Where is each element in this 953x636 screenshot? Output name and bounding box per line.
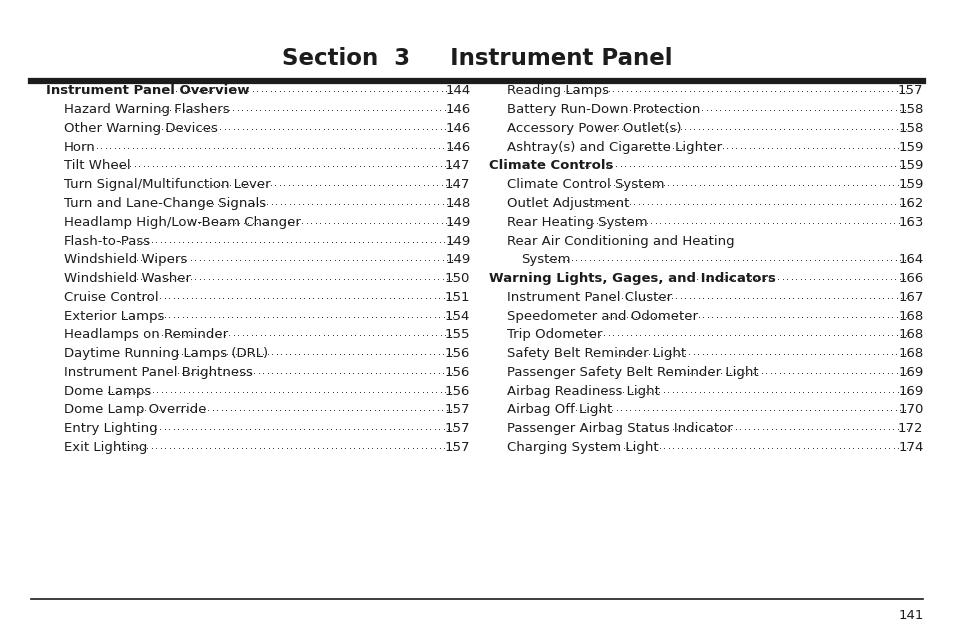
Text: 154: 154	[444, 310, 470, 322]
Text: 174: 174	[897, 441, 923, 454]
Text: Reading Lamps: Reading Lamps	[507, 85, 609, 97]
Text: Accessory Power Outlet(s): Accessory Power Outlet(s)	[507, 122, 681, 135]
Text: 159: 159	[897, 160, 923, 172]
Text: 146: 146	[445, 122, 470, 135]
Text: 147: 147	[444, 178, 470, 191]
Text: Safety Belt Reminder Light: Safety Belt Reminder Light	[507, 347, 686, 360]
Text: 157: 157	[444, 441, 470, 454]
Text: Outlet Adjustment: Outlet Adjustment	[507, 197, 629, 210]
Text: 168: 168	[898, 347, 923, 360]
Text: Climate Controls: Climate Controls	[489, 160, 613, 172]
Text: Dome Lamp Override: Dome Lamp Override	[64, 403, 206, 417]
Text: Battery Run-Down Protection: Battery Run-Down Protection	[507, 103, 700, 116]
Text: 149: 149	[445, 235, 470, 247]
Text: 172: 172	[897, 422, 923, 435]
Text: 170: 170	[897, 403, 923, 417]
Text: 167: 167	[897, 291, 923, 304]
Text: 148: 148	[445, 197, 470, 210]
Text: 146: 146	[445, 103, 470, 116]
Text: Cruise Control: Cruise Control	[64, 291, 158, 304]
Text: 169: 169	[898, 366, 923, 379]
Text: Daytime Running Lamps (DRL): Daytime Running Lamps (DRL)	[64, 347, 268, 360]
Text: Airbag Readiness Light: Airbag Readiness Light	[507, 385, 659, 398]
Text: 156: 156	[444, 385, 470, 398]
Text: 147: 147	[444, 160, 470, 172]
Text: 166: 166	[898, 272, 923, 285]
Text: Dome Lamps: Dome Lamps	[64, 385, 151, 398]
Text: 159: 159	[897, 141, 923, 154]
Text: 162: 162	[897, 197, 923, 210]
Text: Horn: Horn	[64, 141, 95, 154]
Text: Hazard Warning Flashers: Hazard Warning Flashers	[64, 103, 229, 116]
Text: 158: 158	[897, 122, 923, 135]
Text: Climate Control System: Climate Control System	[507, 178, 664, 191]
Text: Flash-to-Pass: Flash-to-Pass	[64, 235, 151, 247]
Text: 151: 151	[444, 291, 470, 304]
Text: 157: 157	[444, 403, 470, 417]
Text: Turn Signal/Multifunction Lever: Turn Signal/Multifunction Lever	[64, 178, 270, 191]
Text: Instrument Panel Brightness: Instrument Panel Brightness	[64, 366, 253, 379]
Text: Section  3     Instrument Panel: Section 3 Instrument Panel	[281, 47, 672, 70]
Text: Instrument Panel Cluster: Instrument Panel Cluster	[507, 291, 672, 304]
Text: Airbag Off Light: Airbag Off Light	[507, 403, 612, 417]
Text: Turn and Lane-Change Signals: Turn and Lane-Change Signals	[64, 197, 266, 210]
Text: Entry Lighting: Entry Lighting	[64, 422, 157, 435]
Text: 164: 164	[898, 253, 923, 266]
Text: 149: 149	[445, 253, 470, 266]
Text: Rear Heating System: Rear Heating System	[507, 216, 647, 229]
Text: Windshield Washer: Windshield Washer	[64, 272, 191, 285]
Text: 159: 159	[897, 178, 923, 191]
Text: Tilt Wheel: Tilt Wheel	[64, 160, 131, 172]
Text: Exit Lighting: Exit Lighting	[64, 441, 147, 454]
Text: 157: 157	[444, 422, 470, 435]
Text: Headlamp High/Low-Beam Changer: Headlamp High/Low-Beam Changer	[64, 216, 300, 229]
Text: 156: 156	[444, 347, 470, 360]
Text: 150: 150	[444, 272, 470, 285]
Text: System: System	[521, 253, 570, 266]
Text: 169: 169	[898, 385, 923, 398]
Text: Trip Odometer: Trip Odometer	[507, 328, 602, 342]
Text: Rear Air Conditioning and Heating: Rear Air Conditioning and Heating	[507, 235, 734, 247]
Text: 141: 141	[897, 609, 923, 622]
Text: Speedometer and Odometer: Speedometer and Odometer	[507, 310, 698, 322]
Text: 155: 155	[444, 328, 470, 342]
Text: 157: 157	[897, 85, 923, 97]
Text: 158: 158	[897, 103, 923, 116]
Text: 168: 168	[898, 328, 923, 342]
Text: Passenger Safety Belt Reminder Light: Passenger Safety Belt Reminder Light	[507, 366, 759, 379]
Text: Instrument Panel Overview: Instrument Panel Overview	[46, 85, 249, 97]
Text: Windshield Wipers: Windshield Wipers	[64, 253, 187, 266]
Text: Passenger Airbag Status Indicator: Passenger Airbag Status Indicator	[507, 422, 733, 435]
Text: 156: 156	[444, 366, 470, 379]
Text: Exterior Lamps: Exterior Lamps	[64, 310, 164, 322]
Text: Headlamps on Reminder: Headlamps on Reminder	[64, 328, 228, 342]
Text: Warning Lights, Gages, and Indicators: Warning Lights, Gages, and Indicators	[489, 272, 776, 285]
Text: Charging System Light: Charging System Light	[507, 441, 659, 454]
Text: 144: 144	[445, 85, 470, 97]
Text: 168: 168	[898, 310, 923, 322]
Text: 146: 146	[445, 141, 470, 154]
Text: Ashtray(s) and Cigarette Lighter: Ashtray(s) and Cigarette Lighter	[507, 141, 721, 154]
Text: 163: 163	[897, 216, 923, 229]
Text: 149: 149	[445, 216, 470, 229]
Text: Other Warning Devices: Other Warning Devices	[64, 122, 217, 135]
